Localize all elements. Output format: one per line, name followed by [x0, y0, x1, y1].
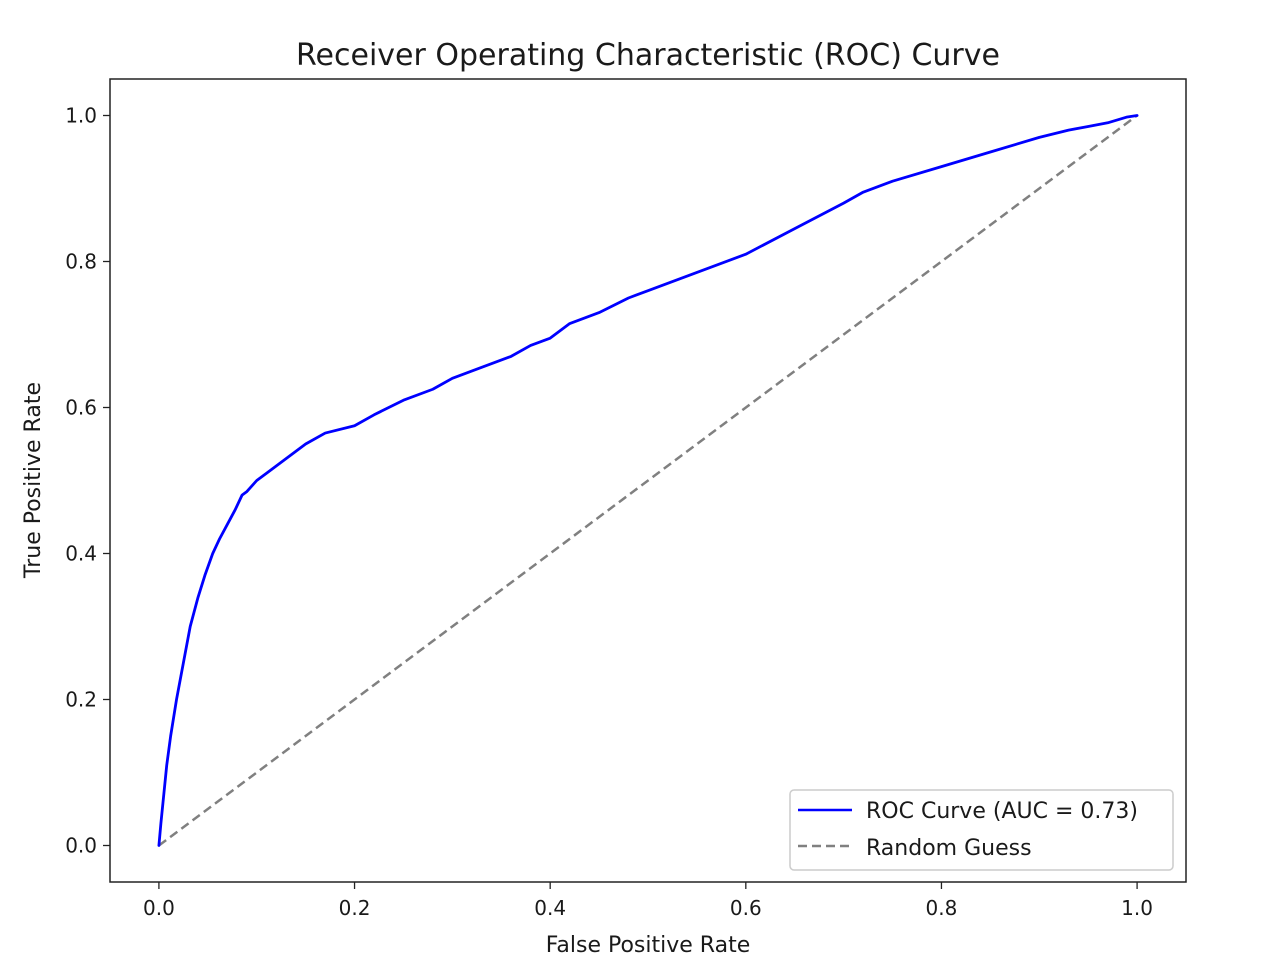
y-tick-label: 0.6: [65, 396, 97, 420]
y-tick-label: 0.2: [65, 688, 97, 712]
legend: ROC Curve (AUC = 0.73) Random Guess: [789, 789, 1174, 871]
legend-label-roc: ROC Curve (AUC = 0.73): [866, 799, 1138, 824]
legend-label-random: Random Guess: [866, 836, 1032, 861]
y-tick-label: 0.0: [65, 834, 97, 858]
chart-title: Receiver Operating Characteristic (ROC) …: [296, 38, 1000, 73]
x-tick-label: 0.8: [926, 896, 958, 920]
x-axis-ticks: 0.0 0.2 0.4 0.6 0.8 1.0: [143, 882, 1153, 920]
y-axis-label: True Positive Rate: [21, 382, 46, 579]
x-tick-label: 0.0: [143, 896, 175, 920]
x-axis-label: False Positive Rate: [546, 933, 750, 958]
roc-curve-line: [157, 114, 1139, 847]
y-tick-label: 0.8: [65, 250, 97, 274]
x-tick-label: 0.6: [730, 896, 762, 920]
x-tick-label: 1.0: [1121, 896, 1153, 920]
y-tick-label: 1.0: [65, 104, 97, 128]
x-tick-label: 0.4: [534, 896, 566, 920]
random-guess-line: [158, 114, 1138, 847]
legend-box: [789, 789, 1174, 871]
series-layer: [157, 114, 1139, 847]
y-tick-label: 0.4: [65, 542, 97, 566]
y-axis-ticks: 0.0 0.2 0.4 0.6 0.8 1.0: [65, 104, 110, 858]
x-tick-label: 0.2: [339, 896, 371, 920]
